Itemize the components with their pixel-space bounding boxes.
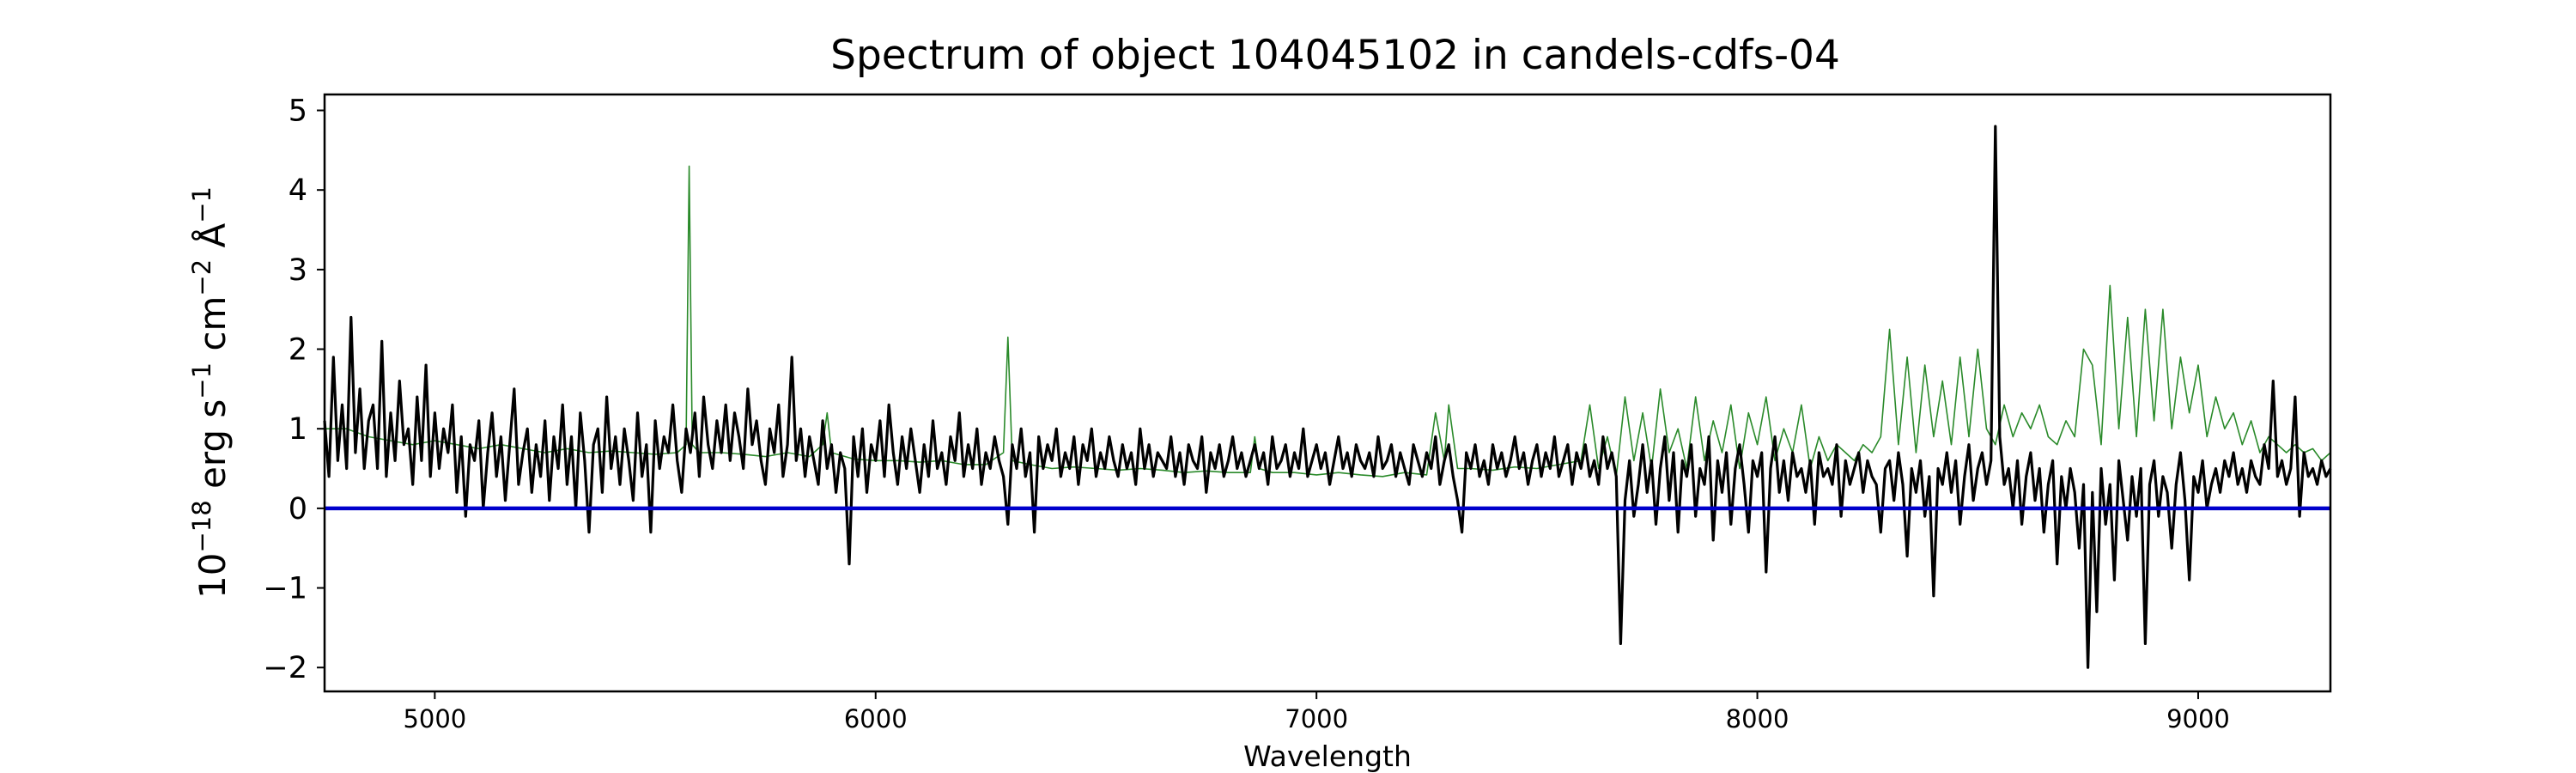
y-tick-label: 0	[289, 492, 307, 526]
y-tick-label: 1	[289, 412, 307, 447]
y-tick-label: −1	[263, 572, 307, 606]
x-tick-label: 8000	[1726, 704, 1789, 733]
x-tick-label: 7000	[1285, 704, 1348, 733]
x-tick-label: 5000	[403, 704, 466, 733]
y-axis: −2 −1 0 1 2 3 4 5	[263, 94, 325, 685]
chart-title: Spectrum of object 104045102 in candels-…	[830, 32, 1840, 79]
y-tick-label: 3	[289, 253, 307, 288]
y-tick-label: 5	[289, 94, 307, 129]
y-tick-label: 4	[289, 173, 307, 208]
plot-area	[323, 125, 2332, 669]
series-line-flux	[323, 125, 2332, 669]
x-axis: 5000 6000 7000 8000 9000	[403, 691, 2230, 733]
y-tick-label: −2	[263, 651, 307, 685]
y-tick-label: 2	[289, 333, 307, 368]
x-tick-label: 9000	[2166, 704, 2230, 733]
x-tick-label: 6000	[844, 704, 908, 733]
x-axis-label: Wavelength	[1243, 740, 1412, 773]
y-axis-label: 10−18 erg s−1 cm−2 Å−1	[187, 186, 234, 599]
plot-frame	[323, 93, 2332, 693]
